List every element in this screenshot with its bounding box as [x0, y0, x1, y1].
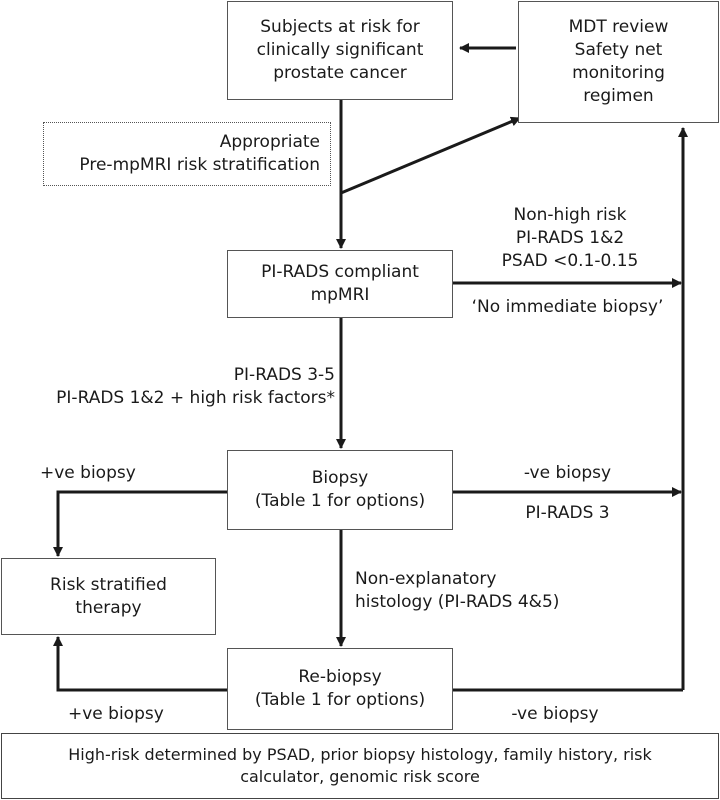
positive-biopsy-label-2: +ve biopsy [68, 704, 164, 724]
arrow-to-mdt [340, 116, 521, 195]
negative-biopsy-label-2: -ve biopsy [511, 704, 599, 724]
positive-biopsy-label-1: +ve biopsy [40, 463, 136, 483]
rebiopsy-box: Re-biopsy (Table 1 for options) [227, 648, 453, 730]
no-immediate-biopsy-label: ‘No immediate biopsy’ [471, 297, 664, 317]
subjects-box: Subjects at risk for clinically signific… [227, 1, 453, 100]
pirads3-label: PI-RADS 3 [525, 503, 610, 523]
therapy-box: Risk stratified therapy [1, 558, 216, 635]
risk-stratification-box: Appropriate Pre-mpMRI risk stratificatio… [43, 122, 331, 186]
mpmri-box: PI-RADS compliant mpMRI [227, 250, 453, 318]
pirads-high-risk-label: PI-RADS 3-5 PI-RADS 1&2 + high risk fact… [56, 365, 335, 408]
non-high-risk-label: Non-high risk PI-RADS 1&2 PSAD <0.1-0.15 [501, 205, 639, 271]
arrow-rebiopsy-to-therapy [53, 636, 227, 692]
footnote-box: High-risk determined by PSAD, prior biop… [1, 733, 719, 799]
mdt-review-box: MDT review Safety net monitoring regimen [518, 1, 719, 123]
negative-biopsy-label-1: -ve biopsy [523, 463, 612, 483]
biopsy-box: Biopsy (Table 1 for options) [227, 450, 453, 530]
non-explanatory-label: Non-explanatory histology (PI-RADS 4&5) [355, 569, 560, 612]
arrow-biopsy-to-therapy [53, 490, 227, 557]
